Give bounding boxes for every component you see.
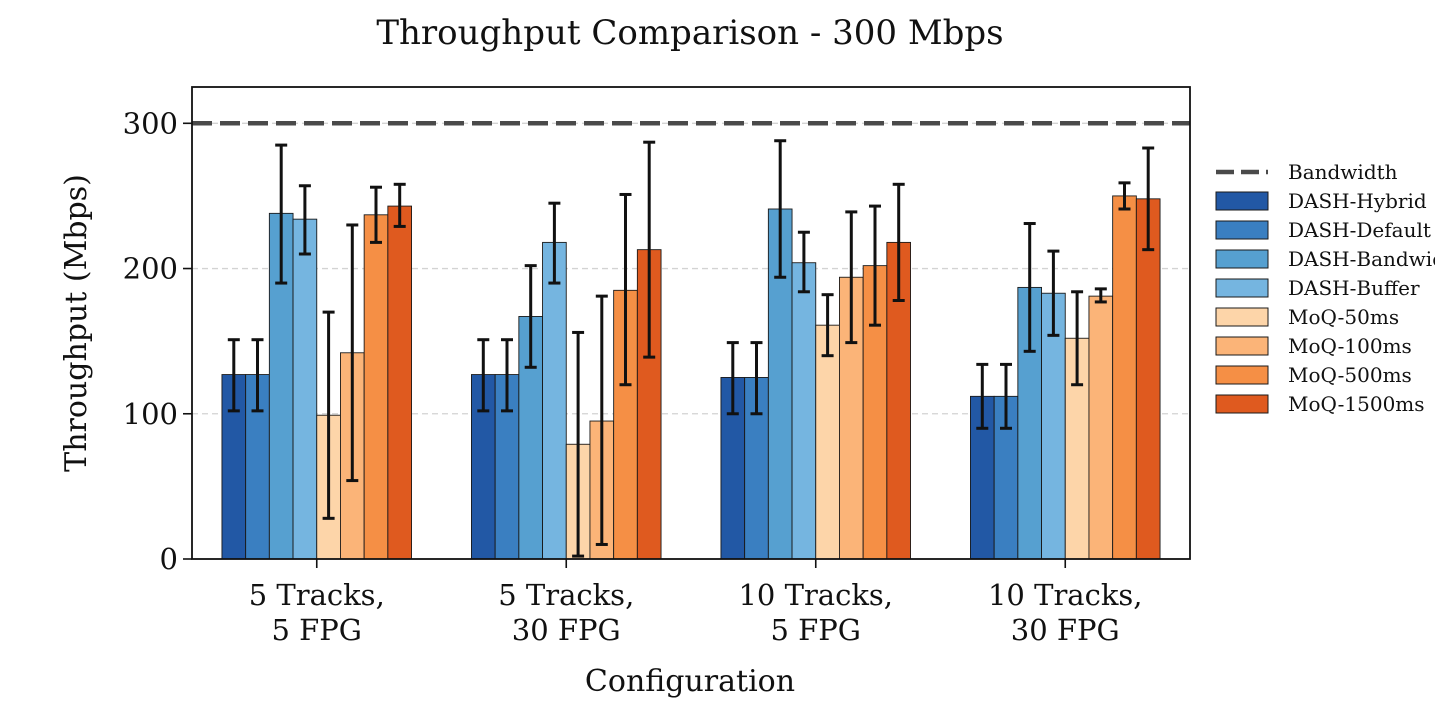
bar — [791, 262, 817, 560]
bar — [387, 205, 413, 560]
chart-title: Throughput Comparison - 300 Mbps — [376, 13, 1003, 53]
x-tick-label: 30 FPG — [512, 613, 621, 647]
legend-label: DASH-Bandwidth — [1288, 247, 1435, 271]
x-tick-label: 5 Tracks, — [249, 578, 385, 612]
legend-swatch — [1215, 336, 1269, 356]
error-bars — [227, 139, 1155, 558]
legend-label: MoQ-500ms — [1288, 363, 1412, 387]
y-axis: 0 100 200 300 — [123, 106, 192, 576]
legend-swatch — [1215, 365, 1269, 385]
bars — [221, 195, 1161, 560]
legend-swatch — [1215, 220, 1269, 240]
legend-label: DASH-Default — [1288, 218, 1431, 242]
x-axis-label: Configuration — [585, 664, 795, 699]
x-tick-label: 5 FPG — [771, 613, 861, 647]
x-tick-label: 10 Tracks, — [738, 578, 893, 612]
bar — [1088, 295, 1114, 560]
x-tick-label: 5 Tracks, — [498, 578, 634, 612]
y-tick-label: 200 — [123, 252, 178, 286]
bar — [1112, 195, 1137, 560]
legend-swatch — [1215, 191, 1269, 211]
legend-label: MoQ-50ms — [1288, 305, 1399, 329]
bar — [815, 324, 840, 560]
y-tick-label: 100 — [123, 397, 178, 431]
legend: Bandwidth DASH-Hybrid DASH-Default DASH-Ban… — [1215, 160, 1435, 416]
legend-label: DASH-Hybrid — [1288, 189, 1427, 213]
bar — [292, 218, 318, 560]
x-tick-label: 30 FPG — [1011, 613, 1120, 647]
x-tick-label: 5 FPG — [272, 613, 362, 647]
legend-swatch — [1215, 278, 1269, 298]
bar — [542, 241, 567, 560]
x-tick-label: 10 Tracks, — [988, 578, 1143, 612]
plot-frame — [191, 86, 1191, 560]
y-tick-label: 300 — [123, 106, 178, 140]
y-axis-label: Throughput (Mbps) — [59, 174, 94, 472]
legend-label: DASH-Buffer — [1288, 276, 1420, 300]
y-tick-label: 0 — [160, 542, 178, 576]
legend-swatch — [1215, 307, 1269, 327]
legend-label: Bandwidth — [1288, 160, 1398, 184]
legend-label: MoQ-100ms — [1288, 334, 1412, 358]
bar — [1135, 198, 1161, 560]
bar — [363, 214, 389, 560]
legend-swatch — [1215, 249, 1269, 269]
legend-swatch — [1215, 394, 1269, 414]
legend-label: MoQ-1500ms — [1288, 392, 1425, 416]
